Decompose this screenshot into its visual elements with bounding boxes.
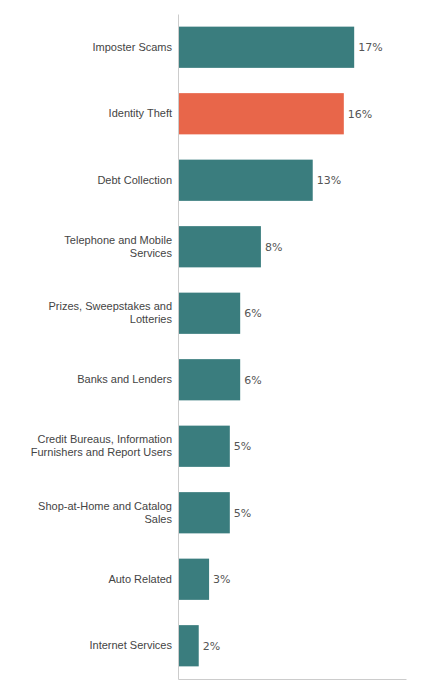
tick: Prizes, Sweepstakes andLotteries xyxy=(48,300,178,325)
plot: Internet Services Auto Related Shop-at-Hom… xyxy=(31,15,407,680)
chart: Internet Services Auto Related Shop-at-Hom… xyxy=(0,0,422,697)
tick-label: Imposter Scams xyxy=(93,41,173,53)
bar xyxy=(178,359,240,400)
x-axis xyxy=(179,679,407,680)
tick-label: Internet Services xyxy=(89,639,172,651)
tick-label: Auto Related xyxy=(108,573,172,585)
tick-label: Credit Bureaus, InformationFurnishers an… xyxy=(31,433,173,458)
data-label: 6% xyxy=(244,307,261,320)
tick-label: Debt Collection xyxy=(97,174,172,186)
tick: Banks and Lenders xyxy=(77,373,178,385)
bar xyxy=(178,426,230,467)
bar xyxy=(178,27,354,68)
bar xyxy=(178,93,344,134)
bars xyxy=(178,27,354,667)
data-label: 5% xyxy=(234,507,251,520)
data-label: 2% xyxy=(203,640,220,653)
data-labels: 2% 3% 5% 5% 6% 6% 8% 13% 16% 17% xyxy=(203,41,383,653)
tick: Telephone and MobileServices xyxy=(64,234,178,259)
x-axis-line xyxy=(179,679,407,680)
tick: Auto Related xyxy=(108,573,178,585)
data-label: 13% xyxy=(317,174,341,187)
data-label: 8% xyxy=(265,241,282,254)
bar xyxy=(178,492,230,533)
tick-label: Identity Theft xyxy=(109,107,172,119)
tick: Internet Services xyxy=(89,639,178,651)
tick-label: Banks and Lenders xyxy=(77,373,172,385)
bar xyxy=(178,226,261,267)
data-label: 17% xyxy=(358,41,382,54)
data-label: 3% xyxy=(213,573,230,586)
bar xyxy=(178,160,313,201)
data-label: 5% xyxy=(234,440,251,453)
tick-label: Telephone and MobileServices xyxy=(64,234,172,259)
tick: Imposter Scams xyxy=(93,41,178,53)
tick: Shop-at-Home and CatalogSales xyxy=(38,500,178,525)
tick: Identity Theft xyxy=(109,107,178,119)
y-axis: Internet Services Auto Related Shop-at-Hom… xyxy=(31,15,179,680)
data-label: 6% xyxy=(244,374,261,387)
tick: Debt Collection xyxy=(97,174,178,186)
bar xyxy=(178,559,209,600)
tick-label: Prizes, Sweepstakes andLotteries xyxy=(48,300,172,325)
tick: Credit Bureaus, InformationFurnishers an… xyxy=(31,433,178,458)
bar xyxy=(178,293,240,334)
tick-label: Shop-at-Home and CatalogSales xyxy=(38,500,172,525)
bar xyxy=(178,625,199,666)
y-axis-line xyxy=(178,15,179,680)
data-label: 16% xyxy=(348,108,372,121)
